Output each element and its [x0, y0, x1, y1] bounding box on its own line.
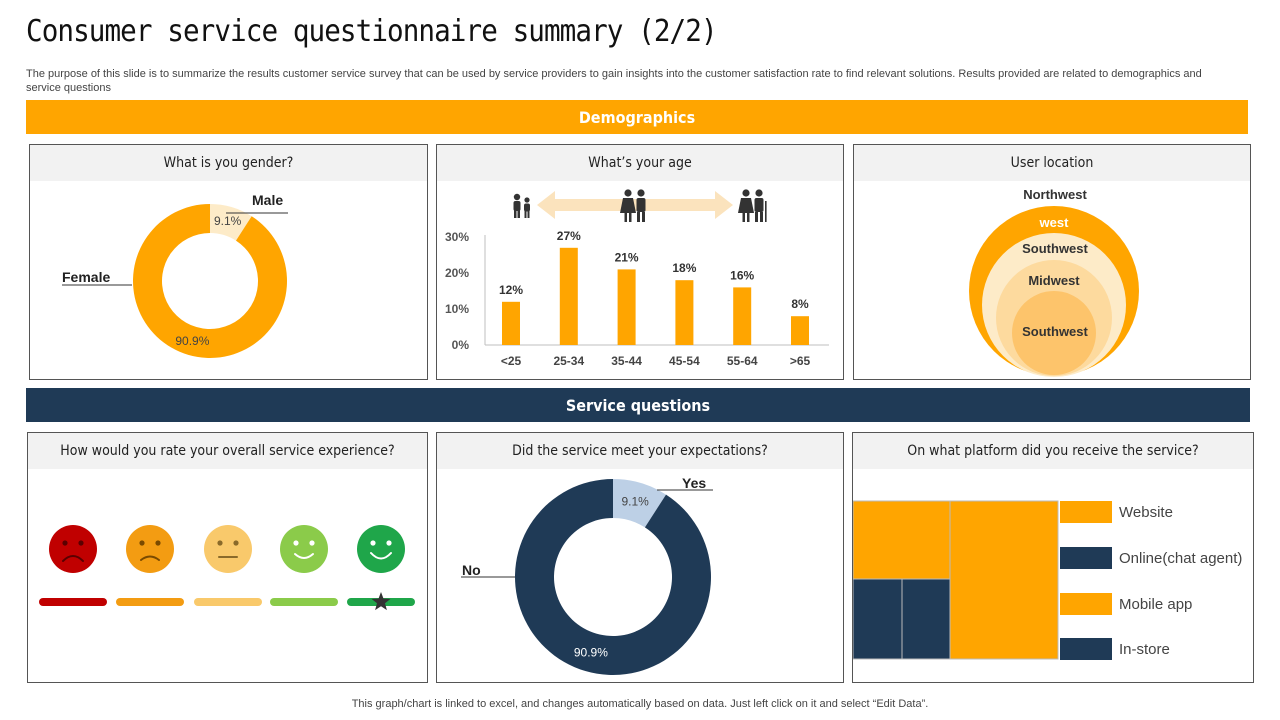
age-value-label: 18% [672, 261, 696, 275]
treemap-cell-mobile-app[interactable] [949, 500, 1059, 660]
age-card-title: What’s your age [437, 145, 843, 181]
age-ytick-label: 10% [445, 302, 469, 316]
treemap-cell-website[interactable] [853, 500, 951, 580]
location-level-northwest: Northwest [1023, 187, 1087, 202]
platform-legend: Website Online(chat agent) Mobile app In-st… [1060, 501, 1242, 660]
no-label: No [462, 562, 481, 578]
location-level-west: west [1039, 215, 1070, 230]
gender-donut-chart[interactable]: 9.1% 90.9% Male Female [30, 181, 427, 379]
donut-value-label-yes: 9.1% [621, 495, 649, 509]
age-bar-4[interactable] [733, 287, 752, 345]
rating-card[interactable]: How would you rate your overall service … [27, 432, 428, 683]
age-bar-2[interactable] [617, 269, 636, 345]
neutral-face-icon[interactable] [204, 525, 252, 573]
platform-legend-label: Mobile app [1119, 596, 1192, 613]
age-bar-3[interactable] [675, 280, 694, 345]
platform-legend-swatch [1060, 501, 1112, 523]
very-happy-icon[interactable] [357, 525, 405, 573]
very-unhappy-icon[interactable] [49, 525, 97, 573]
donut-slice-female[interactable] [132, 204, 287, 358]
location-nested-circles[interactable]: Northwest west Southwest Midwest Southwe… [854, 181, 1250, 379]
age-category-label: >65 [790, 354, 811, 368]
age-bar-1[interactable] [559, 247, 578, 345]
age-plot-area: 0% 10% 20% 30% 12% <25 27% 25-34 21% 35-44 18% 45-5… [445, 229, 829, 368]
location-level-midwest: Midwest [1028, 273, 1080, 288]
platform-card[interactable]: On what platform did you receive the ser… [852, 432, 1254, 683]
location-card-title: User location [854, 145, 1250, 181]
rating-bar-3[interactable] [270, 598, 338, 606]
age-bar-5[interactable] [791, 316, 809, 345]
age-card[interactable]: What’s your age 0% 10% 20% 30% 12% <25 27% 25-3… [436, 144, 844, 380]
demographics-banner: Demographics [26, 100, 1248, 134]
rating-bar-2[interactable] [194, 598, 262, 606]
platform-legend-swatch [1060, 547, 1112, 569]
donut-value-label-no: 90.9% [574, 645, 608, 659]
age-value-label: 21% [615, 250, 639, 264]
location-card[interactable]: User location Northwest west Southwest M… [853, 144, 1251, 380]
platform-legend-label: Website [1119, 504, 1173, 521]
service-questions-banner: Service questions [26, 388, 1250, 422]
page-title: Consumer service questionnaire summary (… [26, 14, 718, 49]
age-bar-chart[interactable]: 0% 10% 20% 30% 12% <25 27% 25-34 21% 35-44 18% 45-5… [437, 181, 843, 379]
age-ytick-label: 20% [445, 266, 469, 280]
adults-icon [620, 189, 646, 222]
rating-scale[interactable] [28, 469, 427, 682]
footer-note: This graph/chart is linked to excel, and… [351, 698, 929, 710]
age-ytick-label: 30% [445, 230, 469, 244]
rating-card-title: How would you rate your overall service … [28, 433, 427, 469]
age-category-label: 45-54 [669, 354, 700, 368]
double-arrow-icon [537, 191, 733, 219]
platform-treemap[interactable]: Website Online(chat agent) Mobile app In-st… [853, 469, 1253, 682]
gender-card[interactable]: What is you gender? 9.1% 90.9% Male Female [29, 144, 428, 380]
age-value-label: 27% [557, 229, 581, 243]
platform-legend-swatch [1060, 638, 1112, 660]
rating-bar-0[interactable] [39, 598, 107, 606]
children-icon [513, 193, 530, 218]
expectations-card[interactable]: Did the service meet your expectations? … [436, 432, 844, 683]
platform-legend-label: Online(chat agent) [1119, 550, 1242, 567]
expectations-donut-chart[interactable]: 9.1% 90.9% Yes No [437, 469, 843, 682]
treemap-cell-online-chat[interactable] [853, 578, 903, 660]
donut-value-label-male: 9.1% [214, 214, 242, 228]
donut-slice-yes[interactable] [613, 479, 667, 528]
expectations-card-title: Did the service meet your expectations? [437, 433, 843, 469]
yes-label: Yes [682, 475, 706, 491]
location-level-southwest-outer: Southwest [1022, 241, 1088, 256]
happy-icon[interactable] [280, 525, 328, 573]
age-category-label: 55-64 [727, 354, 758, 368]
age-progression-graphic [513, 189, 767, 222]
platform-legend-swatch [1060, 593, 1112, 615]
age-category-label: <25 [501, 354, 522, 368]
location-circle-southwest-inner[interactable] [1012, 291, 1096, 375]
donut-value-label-female: 90.9% [175, 334, 209, 348]
age-ytick-label: 0% [452, 338, 470, 352]
gender-card-title: What is you gender? [30, 145, 427, 181]
elderly-icon [738, 189, 767, 222]
location-level-southwest-inner: Southwest [1022, 324, 1088, 339]
page-description: The purpose of this slide is to summariz… [26, 68, 1202, 94]
male-label: Male [252, 192, 283, 208]
platform-legend-label: In-store [1119, 641, 1170, 658]
treemap-cell-in-store[interactable] [901, 578, 951, 660]
age-category-label: 25-34 [553, 354, 584, 368]
donut-slice-no[interactable] [515, 479, 711, 675]
age-bar-0[interactable] [502, 301, 520, 345]
age-value-label: 12% [499, 283, 523, 297]
age-category-label: 35-44 [611, 354, 642, 368]
unhappy-icon[interactable] [126, 525, 174, 573]
platform-card-title: On what platform did you receive the ser… [853, 433, 1253, 469]
rating-bar-1[interactable] [116, 598, 184, 606]
age-value-label: 16% [730, 268, 754, 282]
age-value-label: 8% [791, 297, 809, 311]
female-label: Female [62, 269, 110, 285]
selected-star-icon [371, 592, 391, 611]
